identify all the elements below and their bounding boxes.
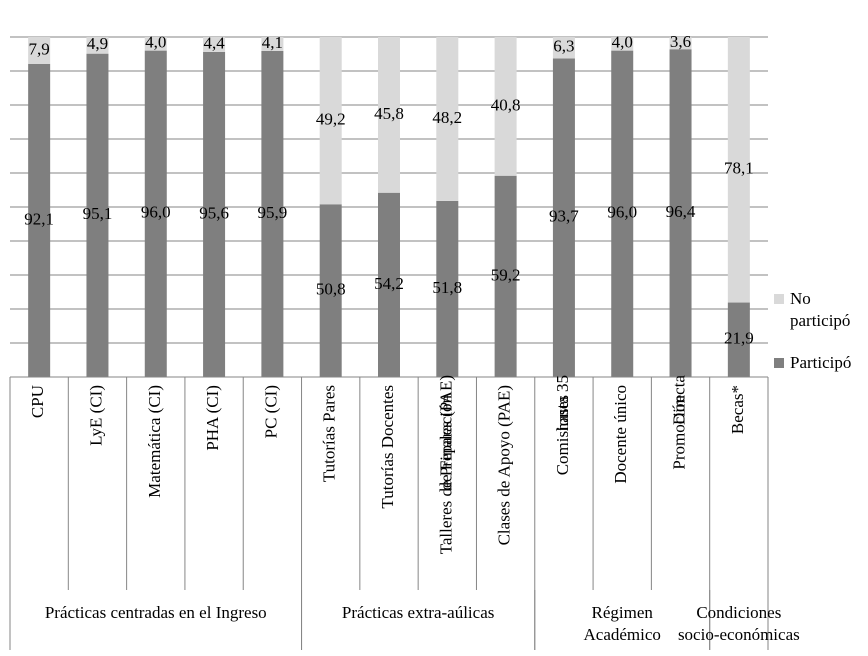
data-label: 78,1 bbox=[724, 159, 754, 178]
x-tick-label: LyE (CI) bbox=[86, 385, 105, 446]
bar-segment bbox=[203, 37, 226, 52]
bar-segment bbox=[611, 50, 634, 377]
bar-segment bbox=[378, 37, 400, 193]
bar-segment bbox=[28, 37, 51, 64]
legend-swatch bbox=[774, 358, 784, 368]
data-label: 45,8 bbox=[374, 104, 404, 123]
x-tick-label: Clases de Apoyo (PAE) bbox=[495, 385, 514, 545]
data-label: 95,6 bbox=[199, 203, 229, 222]
x-tick-label: PHA (CI) bbox=[203, 385, 222, 451]
data-label: 3,6 bbox=[670, 32, 691, 51]
bar-segment bbox=[436, 200, 459, 377]
legend-swatch bbox=[774, 294, 784, 304]
x-tick-label: Becas* bbox=[728, 385, 747, 434]
x-tick-label: Matemática (CI) bbox=[145, 385, 164, 498]
bar-segment bbox=[494, 175, 517, 377]
data-label: 4,4 bbox=[203, 33, 225, 52]
data-label: 49,2 bbox=[316, 110, 346, 129]
bar-segment bbox=[552, 58, 575, 378]
data-label: 7,9 bbox=[29, 39, 50, 58]
data-label: 54,2 bbox=[374, 274, 404, 293]
bar-segment bbox=[28, 63, 51, 378]
legend-label: No participó bbox=[790, 289, 850, 330]
bar-segment bbox=[86, 53, 109, 377]
bar-segment bbox=[727, 37, 750, 303]
x-tick-label: Comisioneshasta 35 bbox=[553, 375, 572, 475]
x-tick-label: PromociónDirecta bbox=[669, 375, 688, 470]
bar-segment bbox=[261, 37, 284, 51]
data-label: 96,0 bbox=[141, 203, 171, 222]
data-label: 51,8 bbox=[432, 278, 462, 297]
data-label: 93,7 bbox=[549, 207, 579, 226]
x-tick-label: Tutorías Docentes bbox=[378, 385, 397, 509]
group-label: Prácticas centradas en el Ingreso bbox=[45, 603, 267, 622]
x-tick-label: PC (CI) bbox=[261, 385, 280, 438]
group-label: Prácticas extra-aúlicas bbox=[342, 603, 494, 622]
data-label: 50,8 bbox=[316, 280, 346, 299]
bar-segment bbox=[203, 51, 226, 378]
bar-segment bbox=[86, 37, 109, 54]
group-label: Condiciones socio-económicas bbox=[678, 603, 800, 644]
data-label: 59,2 bbox=[491, 265, 521, 284]
data-label: 4,0 bbox=[612, 33, 633, 52]
bar-segment bbox=[144, 37, 167, 51]
bar-segment bbox=[552, 37, 575, 59]
data-label: 95,9 bbox=[258, 203, 288, 222]
legend-label: Participó bbox=[790, 353, 851, 372]
bar-segment bbox=[669, 37, 692, 50]
data-label: 95,1 bbox=[83, 204, 113, 223]
data-label: 96,0 bbox=[607, 203, 637, 222]
data-label: 4,9 bbox=[87, 34, 108, 53]
group-label: Régimen Académico bbox=[584, 603, 661, 644]
data-label: 6,3 bbox=[553, 37, 574, 56]
bar-segment bbox=[378, 192, 400, 377]
bar-segment bbox=[611, 37, 634, 51]
bar-segment bbox=[669, 49, 692, 378]
bar-segment bbox=[261, 50, 284, 377]
bar-segment bbox=[494, 37, 517, 176]
data-label: 4,0 bbox=[145, 33, 166, 52]
data-label: 4,1 bbox=[262, 33, 283, 52]
bar-segment bbox=[319, 204, 342, 377]
data-label: 92,1 bbox=[24, 209, 54, 228]
data-label: 40,8 bbox=[491, 95, 521, 114]
data-label: 48,2 bbox=[432, 108, 462, 127]
bar-segment bbox=[319, 37, 342, 205]
bar-segment bbox=[144, 50, 167, 377]
x-tick-label: Docente único bbox=[611, 385, 630, 484]
data-label: 96,4 bbox=[666, 202, 696, 221]
bar-segment bbox=[436, 37, 459, 201]
bar-segment bbox=[727, 302, 750, 377]
x-tick-label: CPU bbox=[28, 385, 47, 418]
data-label: 21,9 bbox=[724, 329, 754, 348]
x-tick-label: Talleres de Preparaciónde Finales (PAE) bbox=[436, 375, 455, 554]
x-tick-label: Tutorías Pares bbox=[320, 385, 339, 482]
